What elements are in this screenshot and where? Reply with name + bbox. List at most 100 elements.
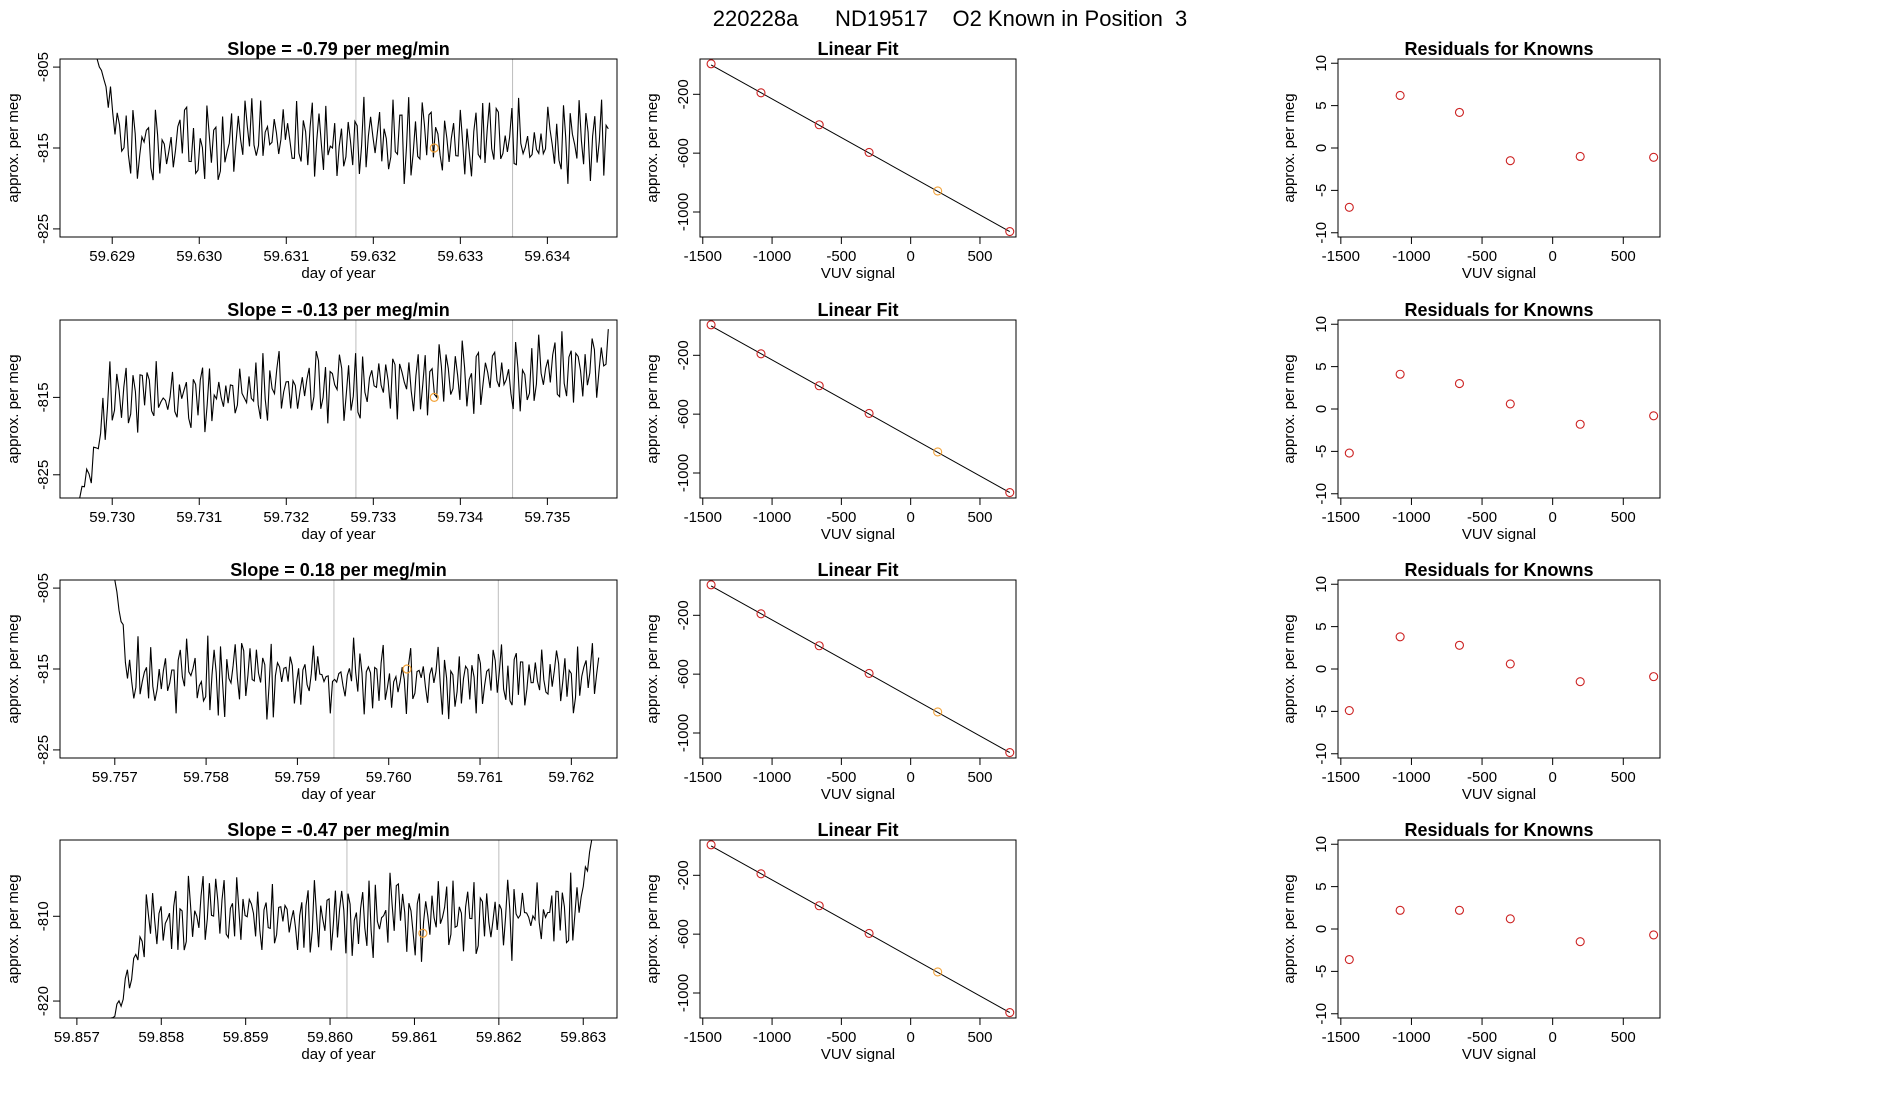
row3-fit-xlabel: VUV signal [821, 786, 895, 803]
row2-fit-ytick-label: -600 [675, 399, 692, 429]
row2-fit-xtick-label: -1500 [684, 509, 722, 526]
row4-fit-point [814, 901, 824, 911]
row4-timeseries-panel: 59.857 59.858 59.859 59.860 59.861 59.862 59.8… [5, 820, 618, 1063]
row2-fit-point [706, 320, 716, 330]
row2-fit-ytick-label: -1000 [675, 454, 692, 492]
row2-resid-ytick-label: 5 [1313, 362, 1330, 370]
row1-fit-point [814, 120, 824, 130]
row2-resid-xlabel: VUV signal [1462, 526, 1536, 543]
row4-resid-xlabel: VUV signal [1462, 1046, 1536, 1063]
row1-fit-point [933, 186, 943, 196]
row4-fit-point [706, 840, 716, 850]
row2-resid-ytick-label: 10 [1313, 316, 1330, 333]
row2-resid-xtick-label: -500 [1467, 509, 1497, 526]
row3-ts-ylabel: approx. per meg [5, 614, 22, 723]
row3-resid-ytick-label: 0 [1313, 665, 1330, 673]
row2-ts-xtick-label: 59.731 [176, 509, 222, 526]
row3-resid-ytick-label: -5 [1313, 705, 1330, 718]
row4-ts-xtick-label: 59.863 [560, 1029, 606, 1046]
row1-resid-title: Residuals for Knowns [1404, 39, 1593, 59]
row3-fit-point [706, 580, 716, 590]
row4-resid-point [1505, 914, 1515, 924]
row1-resid-ylabel: approx. per meg [1281, 93, 1298, 202]
row4-resid-ylabel: approx. per meg [1281, 874, 1298, 983]
row2-resid-xtick-label: 500 [1611, 509, 1636, 526]
row2-resid-ytick-label: -10 [1313, 483, 1330, 505]
row4-ts-xlabel: day of year [301, 1046, 375, 1063]
row3-fit-point [1005, 748, 1015, 758]
row2-trace-line [77, 329, 609, 498]
row4-resid-frame [1337, 839, 1661, 1019]
row4-fit-xtick-label: 500 [967, 1029, 992, 1046]
row3-ts-xtick-label: 59.759 [274, 769, 320, 786]
row4-fit-line [710, 845, 1011, 1013]
row1-resid-panel: -1500 -1000 -500 0 500 10 5 0 -5 -10 Residuals for… [1281, 39, 1661, 282]
row3-fit-xtick-label: 0 [906, 769, 914, 786]
row3-resid-point [1344, 705, 1354, 716]
row1-resid-ytick-label: 0 [1313, 144, 1330, 152]
row3-slope-title: Slope = 0.18 per meg/min [230, 560, 447, 580]
row3-fit-point [814, 641, 824, 651]
row4-resid-xtick-label: -500 [1467, 1029, 1497, 1046]
row2-resid-title: Residuals for Knowns [1404, 300, 1593, 320]
row3-fit-point [933, 707, 943, 717]
row4-resid-point [1575, 937, 1585, 947]
row2-fit-point [814, 381, 824, 391]
row1-resid-point [1395, 90, 1405, 100]
row3-fit-ytick-label: -600 [675, 659, 692, 689]
row3-fit-point [864, 668, 874, 678]
row2-resid-point [1395, 369, 1405, 379]
row3-resid-point [1395, 632, 1405, 642]
row3-ts-xlabel: day of year [301, 786, 375, 803]
row2-fit-point [933, 447, 943, 457]
row4-resid-ytick-label: 10 [1313, 836, 1330, 853]
row4-fit-ytick-label: -1000 [675, 974, 692, 1012]
row3-ts-xtick-label: 59.762 [548, 769, 594, 786]
row3-ts-ytick-label: -825 [35, 735, 52, 765]
row4-fit-point [864, 928, 874, 938]
row2-resid-panel: -1500 -1000 -500 0 500 10 5 0 -5 -10 Residuals for… [1281, 300, 1661, 543]
row2-fit-xlabel: VUV signal [821, 526, 895, 543]
row3-resid-point [1454, 640, 1465, 650]
row2-fit-ylabel: approx. per meg [644, 354, 661, 463]
row2-ts-xtick-label: 59.730 [89, 509, 135, 526]
row1-fit-point [706, 59, 716, 69]
row2-resid-xtick-label: -1000 [1392, 509, 1430, 526]
row4-ts-ytick-label: -820 [35, 986, 52, 1016]
row4-resid-title: Residuals for Knowns [1404, 820, 1593, 840]
row1-resid-point [1575, 151, 1585, 162]
row4-timeseries-frame [59, 839, 618, 1019]
row4-ts-ytick-label: -810 [35, 901, 52, 931]
row2-resid-point [1344, 448, 1354, 458]
row4-ts-xtick-label: 59.858 [138, 1029, 184, 1046]
row4-fit-frame [699, 839, 1017, 1019]
row1-resid-point [1454, 107, 1465, 117]
row4-ts-ylabel: approx. per meg [5, 874, 22, 983]
row1-resid-xtick-label: -500 [1467, 248, 1497, 265]
row2-resid-point [1575, 419, 1585, 429]
row1-resid-xtick-label: 500 [1611, 248, 1636, 265]
row4-fit-ytick-label: -600 [675, 919, 692, 949]
row1-ts-xtick-label: 59.632 [350, 248, 396, 265]
row2-timeseries-panel: 59.730 59.731 59.732 59.733 59.734 59.735 -815… [5, 300, 618, 543]
row3-resid-xtick-label: 500 [1611, 769, 1636, 786]
row3-fit-xtick-label: -1500 [684, 769, 722, 786]
row4-resid-xtick-label: 500 [1611, 1029, 1636, 1046]
row3-fit-ytick-label: -1000 [675, 714, 692, 752]
row2-fit-point [1005, 488, 1015, 498]
row2-resid-point [1505, 399, 1515, 409]
row1-ts-ytick-label: -825 [35, 214, 52, 244]
row1-fit-xtick-label: -1000 [753, 248, 791, 265]
row1-resid-xlabel: VUV signal [1462, 265, 1536, 282]
row4-fit-point [1005, 1008, 1015, 1018]
row1-ts-xtick-label: 59.631 [263, 248, 309, 265]
row3-fit-panel: -1500 -1000 -500 0 500 -200 -600 -1000 Linear Fi… [644, 560, 1017, 803]
row1-timeseries-panel: 59.629 59.630 59.631 59.632 59.633 59.634 -805… [5, 39, 618, 282]
row1-resid-ytick-label: -10 [1313, 222, 1330, 244]
row3-ts-ytick-label: -815 [35, 654, 52, 684]
row3-trace-marker [402, 664, 412, 674]
row1-fit-point [756, 88, 766, 98]
row4-resid-xtick-label: -1000 [1392, 1029, 1430, 1046]
row1-fit-title: Linear Fit [817, 39, 898, 59]
row2-fit-line [710, 325, 1011, 493]
